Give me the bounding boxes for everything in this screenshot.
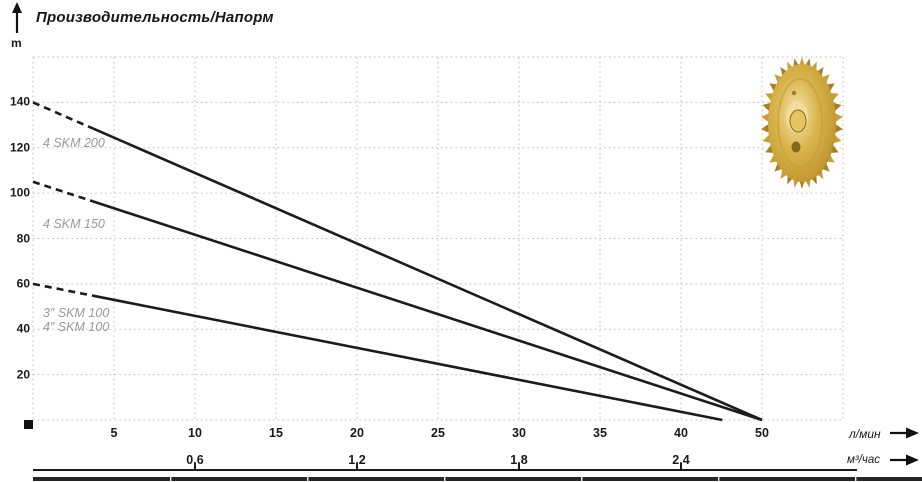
x-tick-label: 30 (512, 426, 526, 440)
y-tick-label: 100 (9, 185, 30, 200)
series-curve-1 (32, 180, 763, 422)
series-label: 3″ SKM 100 4″ SKM 100 (43, 306, 109, 334)
x-tick-label: 20 (350, 426, 364, 440)
series-label: 4 SKM 150 (43, 217, 105, 231)
y-tick-label: 40 (16, 321, 30, 336)
grid (32, 56, 844, 421)
x-axis-primary-unit-label: л/мин (849, 427, 881, 441)
lmin-axis-arrow-icon (890, 427, 919, 439)
x-tick-label: 5 (110, 426, 118, 440)
series-curve-0 (32, 101, 763, 422)
series-label-line: 4 SKM 150 (43, 217, 105, 231)
chart-title: Производительность/Напорм (36, 9, 274, 26)
series-label: 4 SKM 200 (43, 136, 105, 150)
series-label-line: 4″ SKM 100 (43, 320, 110, 334)
y-axis-unit-label: m (11, 36, 22, 50)
x-tick-label: 10 (188, 426, 202, 440)
secondary-axis-line (33, 463, 857, 471)
x-secondary-tick-label: 0,6 (186, 453, 204, 467)
series-label-line: 4 SKM 200 (43, 136, 105, 150)
y-tick-label: 60 (16, 276, 30, 291)
y-tick-label: 140 (9, 95, 30, 110)
y-tick-label: 20 (16, 367, 30, 382)
series-label-line: 3″ SKM 100 (43, 306, 110, 320)
y-tick-label: 120 (9, 140, 30, 155)
m3h-axis-arrow-icon (890, 454, 919, 466)
y-axis-arrow-icon (12, 2, 22, 33)
x-tick-label: 15 (269, 426, 283, 440)
x-axis-secondary-unit-label: м³/час (847, 454, 881, 466)
x-secondary-tick-label: 1,2 (348, 453, 366, 467)
cropped-bottom-strip (33, 477, 922, 481)
origin-marker (24, 420, 33, 429)
x-tick-label: 35 (593, 426, 607, 440)
x-tick-label: 50 (755, 426, 769, 440)
x-secondary-tick-label: 2,4 (672, 453, 690, 467)
series-curve-2 (32, 282, 723, 422)
y-tick-label: 80 (16, 231, 30, 246)
x-tick-label: 40 (674, 426, 688, 440)
x-tick-label: 25 (431, 426, 445, 440)
impeller-photo (761, 57, 843, 189)
x-secondary-tick-label: 1,8 (510, 453, 528, 467)
